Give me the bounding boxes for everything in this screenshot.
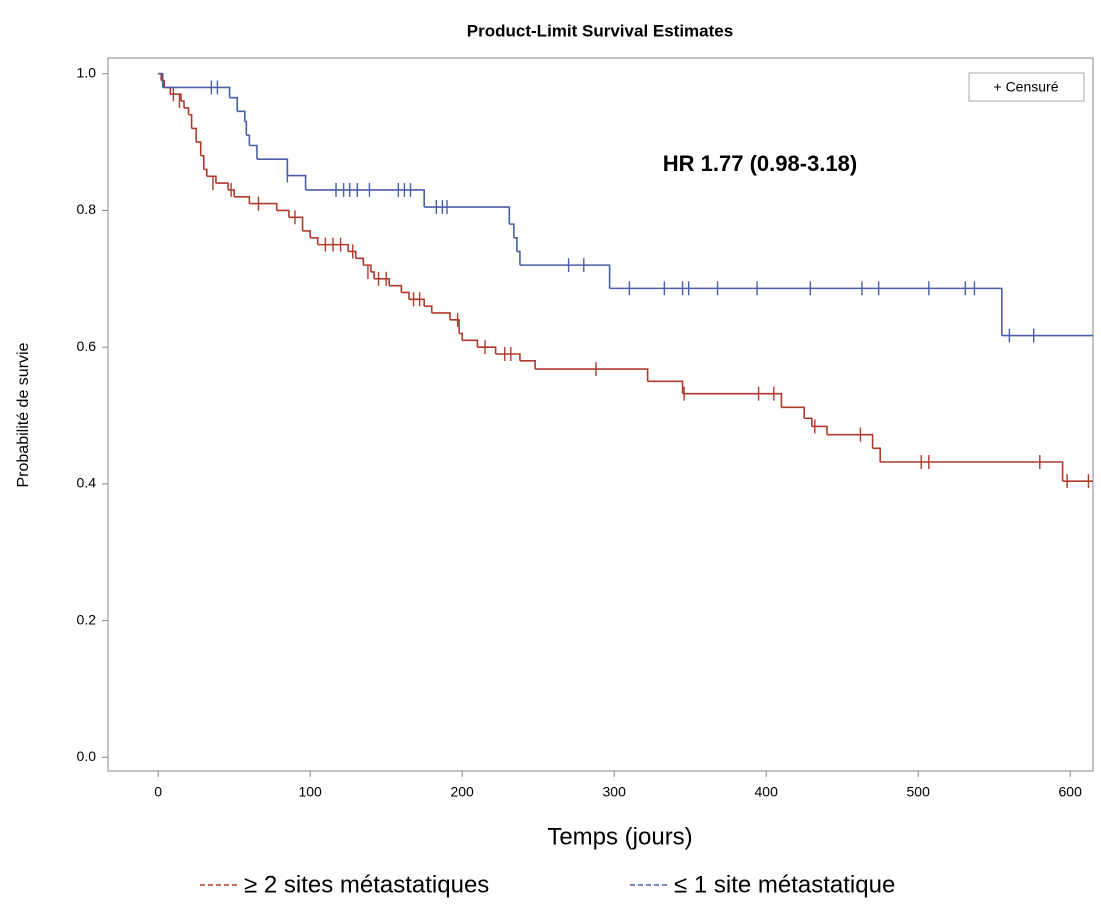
- survival-step: [374, 278, 391, 286]
- survival-step: [310, 236, 319, 245]
- chart-title: Product-Limit Survival Estimates: [467, 21, 733, 40]
- survival-step: [495, 353, 521, 361]
- survival-step: [509, 223, 515, 238]
- survival-step: [246, 134, 251, 146]
- survival-step: [355, 257, 365, 266]
- x-tick-label: 100: [298, 784, 322, 800]
- survival-step: [389, 284, 403, 293]
- survival-step: [826, 433, 874, 449]
- survival-step: [609, 287, 1003, 336]
- survival-step: [363, 264, 372, 272]
- survival-step: [215, 182, 229, 190]
- x-axis-label: Temps (jours): [547, 823, 692, 850]
- survival-step: [184, 107, 190, 115]
- survival-step: [804, 417, 813, 427]
- survival-step: [188, 113, 193, 129]
- survival-step: [158, 72, 164, 88]
- survival-step: [200, 154, 205, 170]
- survival-step: [203, 168, 208, 177]
- survival-step: [287, 174, 307, 190]
- survival-step: [229, 96, 239, 112]
- survival-step: [317, 243, 349, 252]
- survival-step: [408, 298, 425, 307]
- survival-step: [288, 216, 304, 231]
- survival-step: [234, 195, 251, 204]
- y-tick-label: 0.2: [77, 611, 97, 627]
- survival-step: [781, 406, 805, 419]
- survival-step: [424, 206, 511, 225]
- survival-step: [401, 291, 410, 300]
- survival-step: [459, 332, 463, 341]
- survival-step: [462, 339, 479, 348]
- survival-step: [237, 110, 246, 122]
- x-tick-label: 0: [154, 784, 162, 800]
- annotation: HR 1.77 (0.98-3.18): [663, 151, 857, 176]
- legend-label: ≤ 1 site métastatique: [674, 871, 895, 898]
- survival-step: [249, 144, 258, 160]
- survival-step: [164, 86, 172, 95]
- survival-step: [519, 360, 536, 370]
- survival-step: [535, 368, 649, 382]
- survival-step: [305, 189, 425, 208]
- survival-step: [431, 312, 451, 320]
- survival-step: [196, 141, 202, 156]
- survival-step: [519, 264, 611, 289]
- survival-step: [191, 127, 197, 143]
- survival-step: [516, 250, 521, 266]
- survival-step: [228, 189, 235, 197]
- y-tick-label: 0.8: [77, 201, 97, 217]
- survival-step: [348, 250, 357, 259]
- y-tick-label: 1.0: [77, 64, 97, 80]
- x-tick-label: 600: [1059, 784, 1083, 800]
- x-tick-label: 300: [603, 784, 627, 800]
- survival-step: [424, 305, 433, 313]
- survival-step: [162, 86, 231, 98]
- survival-step: [244, 120, 248, 136]
- survival-step: [256, 158, 289, 176]
- survival-step: [513, 236, 518, 252]
- x-tick-label: 500: [907, 784, 931, 800]
- survival-step: [180, 100, 185, 108]
- survival-step: [206, 175, 217, 184]
- survival-step: [811, 425, 828, 435]
- survival-step: [450, 319, 460, 334]
- y-axis-label: Probabilité de survie: [15, 342, 32, 487]
- survival-step: [158, 72, 163, 81]
- survival-step: [249, 202, 278, 211]
- x-tick-label: 400: [755, 784, 779, 800]
- x-tick-label: 200: [450, 784, 474, 800]
- survival-step: [477, 346, 497, 355]
- survival-step: [872, 447, 881, 463]
- plot-frame: [107, 57, 1094, 772]
- legend-label: ≥ 2 sites métastatiques: [244, 871, 489, 898]
- censor-legend-box: [968, 72, 1085, 102]
- survival-step: [302, 230, 311, 238]
- censor-legend: + Censuré: [994, 79, 1059, 95]
- y-tick-label: 0.6: [77, 338, 97, 354]
- y-tick-label: 0.4: [77, 475, 97, 491]
- survival-step: [880, 461, 1064, 482]
- survival-step: [370, 271, 375, 279]
- survival-step: [647, 380, 684, 394]
- y-tick-label: 0.0: [77, 748, 97, 764]
- survival-step: [682, 392, 783, 408]
- survival-step: [276, 209, 290, 218]
